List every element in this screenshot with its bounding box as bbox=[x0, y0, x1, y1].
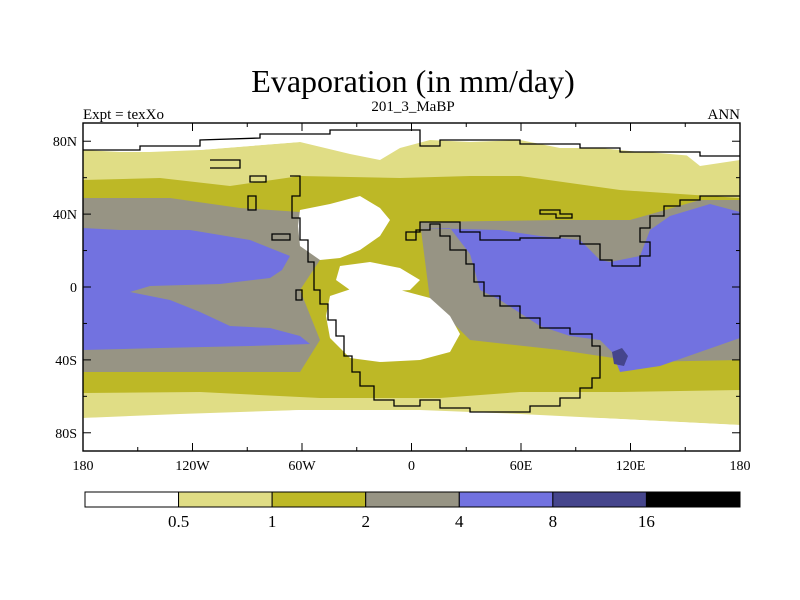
chart-title: Evaporation (in mm/day) bbox=[251, 63, 574, 99]
colorbar-swatch bbox=[84, 491, 180, 508]
x-axis-tick-labels: 180 120W 60W 0 60E 120E 180 bbox=[73, 459, 751, 474]
y-tick-label: 80S bbox=[55, 427, 77, 442]
coastline-island-c bbox=[295, 289, 303, 301]
x-tick-label: 60W bbox=[288, 459, 316, 474]
field-indian-pacific-high-evaporation bbox=[420, 204, 740, 372]
field-desert-low-north bbox=[298, 196, 390, 260]
field-polar-low-north bbox=[83, 123, 740, 166]
colorbar-level-label: 8 bbox=[549, 512, 558, 531]
coastline-northern-margin bbox=[83, 129, 740, 157]
x-tick-label: 0 bbox=[408, 459, 415, 474]
field-desert-low-center bbox=[336, 262, 420, 292]
colorbar-swatch bbox=[271, 491, 367, 508]
y-tick-label: 40S bbox=[55, 354, 77, 369]
field-desert-low-south bbox=[326, 286, 460, 362]
colorbar-level-label: 2 bbox=[361, 512, 370, 531]
coastline-island-d bbox=[271, 233, 291, 241]
y-axis-ticks bbox=[83, 140, 740, 434]
colorbar bbox=[84, 491, 741, 508]
field-very-high-evaporation-spot bbox=[612, 348, 628, 366]
colorbar-level-label: 0.5 bbox=[168, 512, 189, 531]
y-tick-label: 0 bbox=[70, 281, 77, 296]
field-pacific-high-evaporation bbox=[83, 228, 310, 350]
y-tick-label: 40N bbox=[53, 208, 77, 223]
colorbar-swatch bbox=[458, 491, 554, 508]
season-label: ANN bbox=[708, 107, 741, 123]
colorbar-swatch bbox=[645, 491, 741, 508]
x-tick-label: 120W bbox=[175, 459, 210, 474]
evaporation-field bbox=[83, 123, 740, 451]
coastline-inner-sea bbox=[539, 209, 573, 219]
colorbar-level-label: 4 bbox=[455, 512, 464, 531]
coastline-island-a bbox=[247, 195, 257, 211]
x-axis-ticks bbox=[82, 123, 741, 451]
coastline-outlines bbox=[83, 129, 740, 413]
colorbar-swatch bbox=[552, 491, 647, 508]
field-polar-low-south bbox=[83, 410, 740, 451]
colorbar-level-label: 1 bbox=[268, 512, 277, 531]
colorbar-labels: 0.5 1 2 4 8 16 bbox=[168, 512, 655, 531]
x-tick-label: 180 bbox=[730, 459, 751, 474]
colorbar-swatch bbox=[365, 491, 460, 508]
experiment-label: Expt = texXo bbox=[83, 107, 164, 123]
colorbar-level-label: 16 bbox=[638, 512, 655, 531]
y-tick-label: 80N bbox=[53, 135, 77, 150]
x-tick-label: 120E bbox=[616, 459, 646, 474]
colorbar-swatch bbox=[178, 491, 273, 508]
period-label: 201_3_MaBP bbox=[371, 99, 454, 115]
coastline-main-continent bbox=[290, 175, 740, 413]
x-tick-label: 180 bbox=[73, 459, 94, 474]
y-axis-tick-labels: 80N 40N 0 40S 80S bbox=[53, 135, 77, 442]
coastline-island-b bbox=[249, 175, 267, 183]
coastline-bay-outline bbox=[210, 159, 241, 169]
x-tick-label: 60E bbox=[510, 459, 533, 474]
